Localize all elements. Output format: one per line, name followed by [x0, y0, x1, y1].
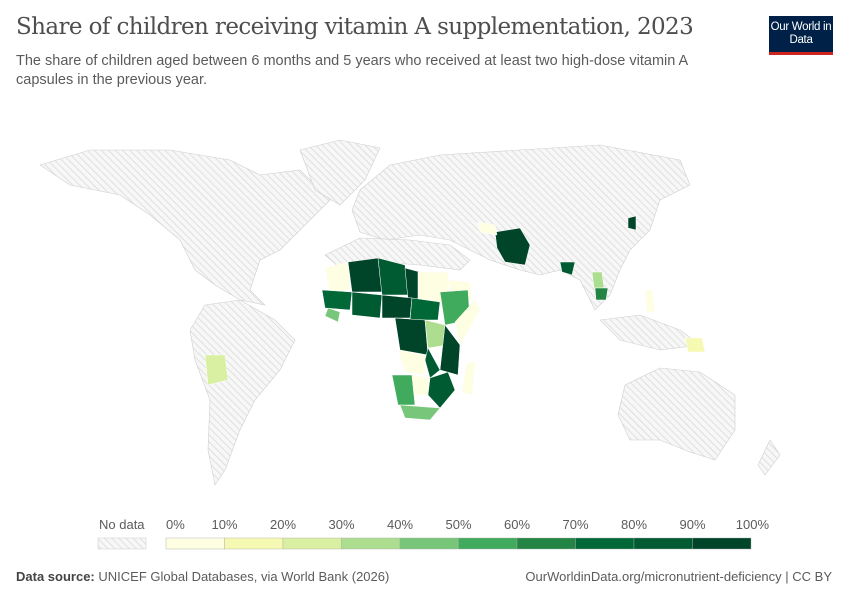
- legend-tick-label: 0%: [166, 517, 185, 532]
- country-region[interactable]: [347, 257, 383, 293]
- legend-bin[interactable]: [399, 537, 459, 550]
- chart-title: Share of children receiving vitamin A su…: [16, 14, 694, 40]
- country-region[interactable]: [477, 221, 498, 236]
- legend-bin[interactable]: [282, 537, 342, 550]
- country-region[interactable]: [627, 215, 637, 231]
- country-region[interactable]: [394, 317, 429, 356]
- legend-tick-label: 10%: [211, 517, 237, 532]
- legend-tick-label: 20%: [270, 517, 296, 532]
- legend-tick-label: 90%: [679, 517, 705, 532]
- country-region[interactable]: [644, 289, 656, 313]
- data-source: Data source: UNICEF Global Databases, vi…: [16, 569, 390, 584]
- source-url[interactable]: OurWorldinData.org/micronutrient-deficie…: [525, 569, 832, 584]
- country-region[interactable]: [494, 227, 531, 266]
- country-region[interactable]: [399, 404, 441, 421]
- se-asia-islands[interactable]: [599, 314, 701, 351]
- world-map: [39, 139, 781, 486]
- country-region[interactable]: [461, 359, 477, 396]
- chart-subtitle: The share of children aged between 6 mon…: [16, 53, 688, 88]
- country-region[interactable]: [324, 307, 341, 323]
- greenland[interactable]: [299, 139, 381, 206]
- legend-tick-label: 50%: [445, 517, 471, 532]
- country-region[interactable]: [424, 347, 441, 379]
- country-region[interactable]: [381, 294, 413, 319]
- legend-bin[interactable]: [692, 537, 752, 550]
- country-region[interactable]: [684, 337, 706, 353]
- country-region[interactable]: [204, 354, 229, 386]
- south-america[interactable]: [189, 299, 296, 486]
- legend-tick-label: 30%: [328, 517, 354, 532]
- legend-tick-label: 100%: [736, 517, 770, 532]
- legend-bin[interactable]: [575, 537, 635, 550]
- new-zealand[interactable]: [757, 439, 781, 476]
- legend-tick-label: 60%: [504, 517, 530, 532]
- country-region[interactable]: [351, 291, 383, 319]
- map-legend: No data 0% 10% 20% 30% 40% 50% 60% 70% 80% 90% 100…: [97, 517, 770, 550]
- country-region[interactable]: [454, 299, 481, 346]
- legend-tick-label: 40%: [387, 517, 413, 532]
- country-region[interactable]: [411, 374, 431, 396]
- country-region[interactable]: [439, 324, 461, 376]
- country-region[interactable]: [594, 287, 609, 301]
- legend-bin[interactable]: [458, 537, 518, 550]
- legend-tick-label: 70%: [562, 517, 588, 532]
- country-region[interactable]: [397, 349, 426, 376]
- legend-bin[interactable]: [516, 537, 576, 550]
- legend-no-data-label: No data: [99, 517, 145, 532]
- source-text: UNICEF Global Databases, via World Bank …: [98, 569, 390, 584]
- europe-asia[interactable]: [351, 144, 691, 311]
- country-region[interactable]: [409, 297, 441, 321]
- country-region[interactable]: [591, 271, 605, 289]
- legend-bin[interactable]: [633, 537, 693, 550]
- country-region[interactable]: [391, 374, 416, 406]
- australia[interactable]: [617, 367, 736, 461]
- country-region[interactable]: [324, 261, 351, 293]
- legend-tick-label: 80%: [621, 517, 647, 532]
- legend-bin[interactable]: [341, 537, 401, 550]
- north-america[interactable]: [39, 149, 331, 306]
- legend-bin[interactable]: [165, 537, 225, 550]
- data-regions: [204, 215, 706, 421]
- legend-no-data-swatch: [97, 537, 147, 550]
- no-data-regions: [39, 139, 781, 486]
- country-region[interactable]: [427, 371, 456, 409]
- owid-logo[interactable]: Our World in Data: [769, 16, 833, 55]
- country-region[interactable]: [559, 261, 576, 276]
- legend-bin[interactable]: [224, 537, 284, 550]
- country-region[interactable]: [321, 289, 353, 311]
